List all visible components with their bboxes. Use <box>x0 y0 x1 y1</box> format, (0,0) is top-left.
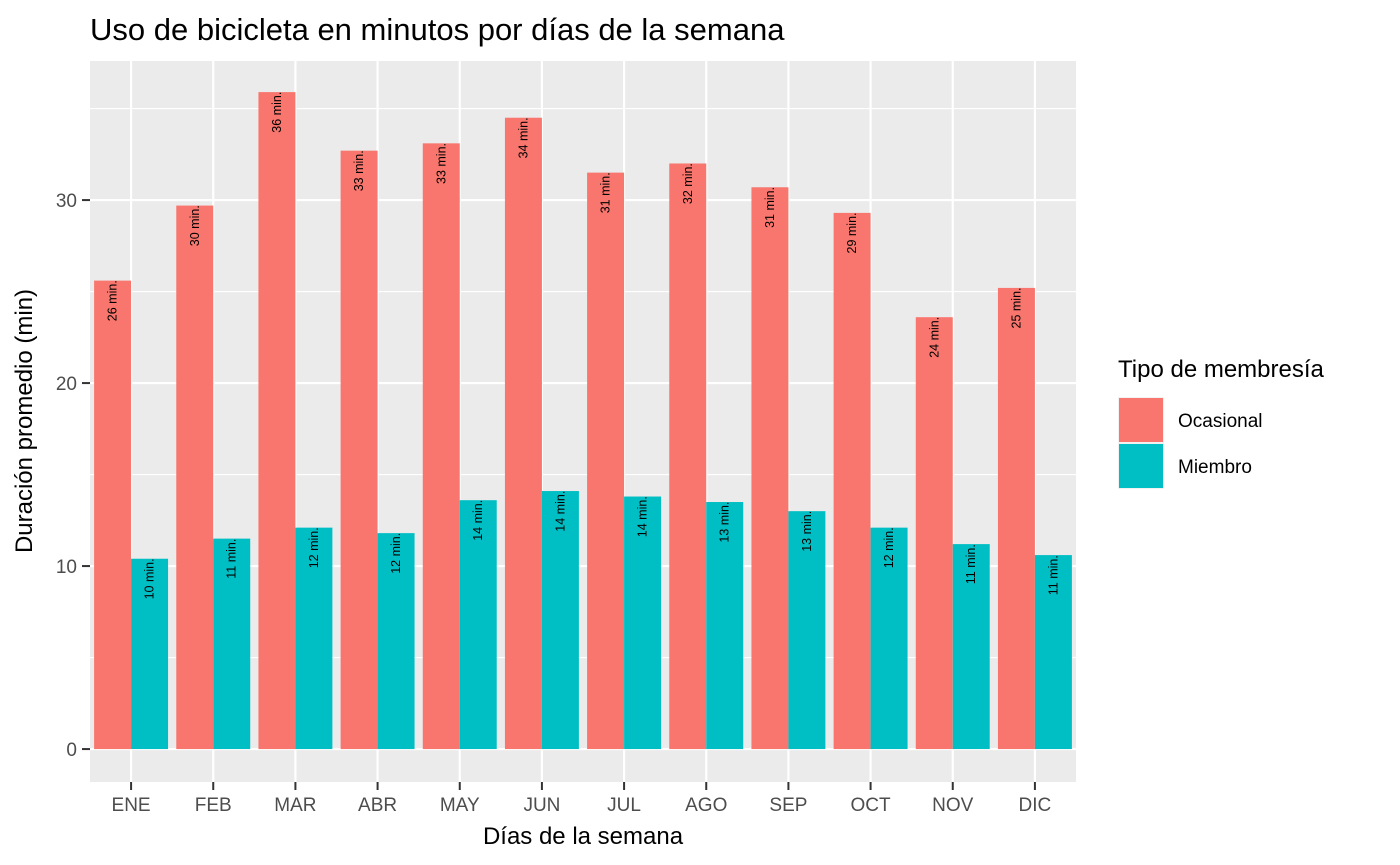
y-axis-title: Duración promedio (min) <box>11 289 38 553</box>
x-axis-title: Días de la semana <box>483 823 684 850</box>
data-label: 14 min. <box>471 500 485 541</box>
y-tick-label: 0 <box>66 740 77 761</box>
bar-ocasional-mar <box>258 92 296 750</box>
bar-miembro-sep <box>788 511 826 750</box>
x-tick-label: AGO <box>685 795 727 816</box>
bar-miembro-nov <box>952 544 990 750</box>
legend-swatch-miembro <box>1119 444 1163 488</box>
data-label: 12 min. <box>307 527 321 568</box>
data-label: 14 min. <box>553 491 567 532</box>
bar-ocasional-sep <box>751 187 789 750</box>
x-tick-label: NOV <box>932 795 974 816</box>
x-tick-label: SEP <box>769 795 807 816</box>
bar-ocasional-nov <box>915 317 953 750</box>
y-tick-label: 10 <box>56 557 77 578</box>
y-tick-label: 30 <box>56 191 77 212</box>
bar-miembro-oct <box>870 527 908 750</box>
data-label: 24 min. <box>927 317 941 358</box>
bar-ocasional-feb <box>176 205 214 750</box>
bar-ocasional-abr <box>340 150 378 750</box>
plot-panel <box>90 61 1076 782</box>
data-label: 31 min. <box>599 172 613 213</box>
data-label: 26 min. <box>106 280 120 321</box>
x-tick-label: MAY <box>440 795 480 816</box>
bar-miembro-abr <box>377 533 415 750</box>
x-tick-label: ENE <box>112 795 151 816</box>
data-label: 25 min. <box>1009 288 1023 329</box>
y-tick-label: 20 <box>56 374 77 395</box>
x-axis: ENE FEB MAR ABR MAY JUN JUL AGO SEP OCT NOV DIC <box>112 782 1052 816</box>
legend-swatch-ocasional <box>1119 398 1163 442</box>
bar-miembro-dic <box>1034 555 1072 750</box>
bar-miembro-ago <box>706 502 744 750</box>
data-label: 11 min. <box>1046 555 1060 595</box>
legend-label-miembro: Miembro <box>1178 457 1252 478</box>
bar-miembro-may <box>459 500 497 750</box>
data-label: 30 min. <box>188 205 202 246</box>
data-label: 31 min. <box>763 187 777 228</box>
bars <box>94 92 1072 750</box>
data-label: 12 min. <box>882 527 896 568</box>
bar-ocasional-oct <box>833 212 871 750</box>
bar-miembro-jul <box>624 496 662 750</box>
x-tick-label: OCT <box>851 795 892 816</box>
bar-ocasional-may <box>422 143 460 750</box>
bar-ocasional-jul <box>587 172 625 750</box>
data-label: 12 min. <box>389 533 403 574</box>
bar-ocasional-jun <box>504 117 542 750</box>
legend-label-ocasional: Ocasional <box>1178 411 1263 432</box>
legend-title: Tipo de membresía <box>1118 356 1325 383</box>
x-tick-label: JUL <box>607 795 641 816</box>
data-label: 14 min. <box>636 496 650 537</box>
data-label: 34 min. <box>516 117 530 158</box>
x-tick-label: JUN <box>523 795 560 816</box>
bar-miembro-mar <box>295 527 333 750</box>
data-label: 10 min. <box>143 558 157 599</box>
data-label: 11 min. <box>964 544 978 584</box>
minor-gridlines <box>90 108 1076 659</box>
data-label: 11 min. <box>225 539 239 579</box>
legend-items: Ocasional Miembro <box>1118 397 1263 489</box>
bar-value-labels: 26 min. 30 min. 36 min. 33 min. 33 min. 34 mi… <box>106 92 1061 600</box>
data-label: 13 min. <box>800 511 814 552</box>
bar-miembro-feb <box>213 538 251 750</box>
bar-ocasional-dic <box>997 287 1035 750</box>
data-label: 29 min. <box>845 213 859 254</box>
chart-title: Uso de bicicleta en minutos por días de … <box>90 12 785 47</box>
bar-ocasional-ene <box>94 280 132 750</box>
data-label: 33 min. <box>434 143 448 184</box>
x-tick-label: FEB <box>195 795 232 816</box>
data-label: 13 min. <box>718 502 732 543</box>
bar-ocasional-ago <box>669 163 707 750</box>
x-tick-label: ABR <box>358 795 397 816</box>
x-tick-label: MAR <box>274 795 316 816</box>
data-label: 33 min. <box>352 150 366 191</box>
data-label: 32 min. <box>681 163 695 204</box>
x-tick-label: DIC <box>1019 795 1052 816</box>
data-label: 36 min. <box>270 92 284 133</box>
legend: Tipo de membresía Ocasional Miembro <box>1118 356 1325 489</box>
bar-miembro-ene <box>131 558 169 750</box>
y-axis: 0 10 20 30 <box>56 191 90 761</box>
bar-miembro-jun <box>541 491 579 750</box>
